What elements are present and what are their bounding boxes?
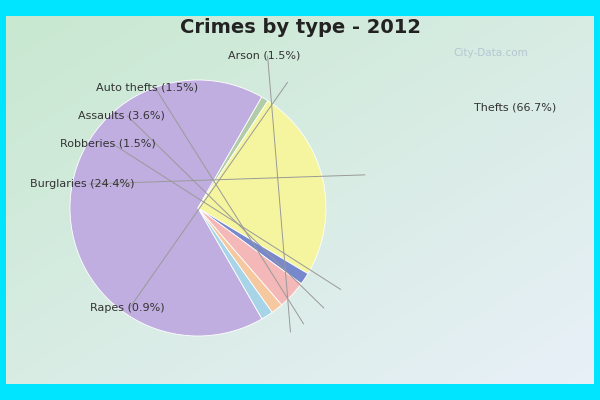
Text: Rapes (0.9%): Rapes (0.9%) (90, 303, 164, 313)
Text: Robberies (1.5%): Robberies (1.5%) (60, 139, 156, 149)
Text: Arson (1.5%): Arson (1.5%) (228, 51, 301, 61)
Wedge shape (70, 80, 262, 336)
Wedge shape (198, 208, 281, 312)
Text: City-Data.com: City-Data.com (453, 48, 528, 58)
Text: Auto thefts (1.5%): Auto thefts (1.5%) (96, 83, 198, 93)
Wedge shape (198, 208, 301, 305)
Text: Crimes by type - 2012: Crimes by type - 2012 (179, 18, 421, 37)
Text: Burglaries (24.4%): Burglaries (24.4%) (30, 179, 134, 189)
Wedge shape (198, 101, 326, 274)
Wedge shape (198, 97, 268, 208)
Text: Assaults (3.6%): Assaults (3.6%) (78, 111, 165, 121)
Wedge shape (198, 208, 308, 284)
Wedge shape (198, 208, 272, 319)
Text: Thefts (66.7%): Thefts (66.7%) (474, 103, 556, 113)
